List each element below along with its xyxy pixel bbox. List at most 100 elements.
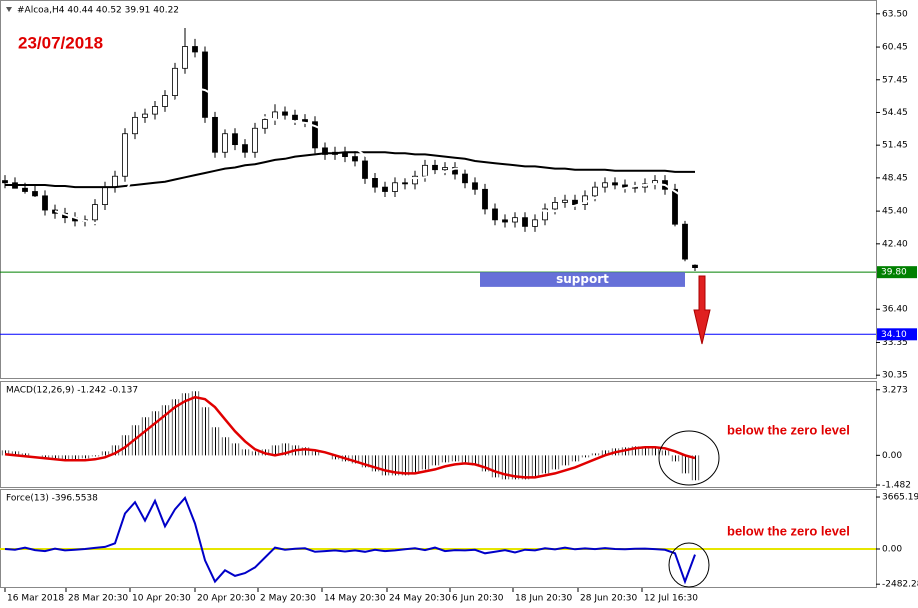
price-level-label: 34.10 (881, 330, 907, 340)
candle-body (262, 119, 268, 129)
date-annotation: 23/07/2018 (18, 33, 103, 52)
candle-body (592, 186, 598, 197)
candle-body (672, 188, 678, 225)
candle-body (142, 113, 148, 118)
candle-body (472, 182, 478, 190)
y-tick-label: 63.50 (882, 9, 908, 19)
x-tick-label: 2 May 20:30 (260, 594, 316, 604)
price-level-box (877, 328, 917, 341)
y-tick-label: 36.40 (882, 305, 908, 315)
candle-body (692, 264, 698, 268)
candle-body (532, 219, 538, 227)
candle-body (292, 114, 298, 120)
candle-body (232, 133, 238, 146)
candle-body (412, 175, 418, 185)
candle-body (92, 204, 98, 221)
candle-body (222, 133, 228, 153)
y-tick-label: 48.45 (882, 173, 908, 183)
x-tick-label: 12 Jul 16:30 (644, 594, 698, 604)
y-tick-label: 51.45 (882, 141, 908, 151)
moving-average (5, 151, 695, 189)
y-tick-label: -2482.284 (882, 580, 918, 590)
candle-body (462, 173, 468, 184)
price-level-box (877, 266, 917, 279)
candle-body (492, 208, 498, 221)
y-tick-label: 54.45 (882, 108, 908, 118)
candle-body (152, 106, 158, 115)
candle-body (622, 184, 628, 188)
candle-body (572, 199, 578, 205)
highlight-circle (658, 430, 720, 486)
candle-body (112, 175, 118, 188)
candle-body (392, 182, 398, 192)
menu-icon[interactable] (6, 7, 12, 12)
candle-body (562, 199, 568, 203)
candle-body (302, 119, 308, 123)
candle-body (212, 116, 218, 153)
force-title: Force(13) -396.5538 (6, 494, 98, 504)
candle-body (482, 188, 488, 210)
candle-body (442, 167, 448, 171)
candle-body (402, 182, 408, 185)
y-tick-label: -1.482 (882, 481, 911, 491)
candle-body (632, 186, 638, 189)
candle-body (122, 133, 128, 177)
candle-body (282, 111, 288, 116)
candle-body (22, 187, 28, 192)
support-label: support (556, 272, 609, 286)
candle-body (132, 116, 138, 135)
highlight-circle (668, 542, 710, 588)
candle-body (552, 202, 558, 210)
y-tick-label: 45.40 (882, 207, 908, 217)
candle-body (512, 217, 518, 223)
candle-body (452, 167, 458, 175)
candle-body (432, 164, 438, 171)
candle-body (192, 46, 198, 53)
candle-body (252, 127, 258, 153)
x-tick-label: 20 Apr 20:30 (197, 594, 256, 604)
candle-body (322, 147, 328, 155)
panel-frames (0, 0, 877, 588)
x-tick-label: 24 May 20:30 (389, 594, 451, 604)
candle-body (162, 95, 168, 107)
price-level-label: 39.80 (881, 268, 907, 278)
candle-body (172, 67, 178, 96)
macd-annotation: below the zero level (727, 422, 850, 437)
candle-body (202, 51, 208, 118)
y-tick-label: 0.00 (882, 451, 902, 461)
candle-body (362, 160, 368, 179)
overlay (658, 275, 720, 588)
candle-body (312, 121, 318, 149)
y-tick-label: 33.35 (882, 338, 908, 348)
x-tick-label: 16 Mar 2018 (7, 594, 64, 604)
candle-body (102, 186, 108, 205)
y-tick-label: 30.35 (882, 371, 908, 381)
y-tick-label: 42.40 (882, 239, 908, 249)
candle-body (2, 180, 8, 184)
candle-body (522, 217, 528, 227)
candle-body (382, 186, 388, 192)
candle-body (422, 164, 428, 177)
plot-layer: 63.50 60.45 57.45 54.45 51.45 48.45 45.40 42.40… (0, 9, 918, 604)
x-tick-label: 14 May 20:30 (324, 594, 386, 604)
force-line (4, 496, 696, 585)
y-tick-label: 0.00 (882, 544, 902, 554)
x-tick-label: 28 Jun 20:30 (580, 594, 637, 604)
candle-body (502, 219, 508, 223)
moving-average (54, 86, 696, 225)
candle-body (682, 223, 688, 260)
candle-body (602, 182, 608, 188)
candle-body (42, 195, 48, 211)
y-tick-label: 3.273 (882, 385, 908, 395)
signal-line (4, 395, 696, 479)
y-tick-label: 3665.195 (882, 493, 918, 503)
candle-body (352, 156, 358, 162)
candle-body (372, 178, 378, 188)
candle-body (32, 191, 38, 197)
symbol-header: #Alcoa,H4 40.44 40.52 39.91 40.22 (17, 6, 179, 16)
support-zone (480, 272, 685, 287)
y-tick-label: 57.45 (882, 75, 908, 85)
macd-title: MACD(12,26,9) -1.242 -0.137 (6, 386, 138, 396)
candle-body (182, 46, 188, 69)
